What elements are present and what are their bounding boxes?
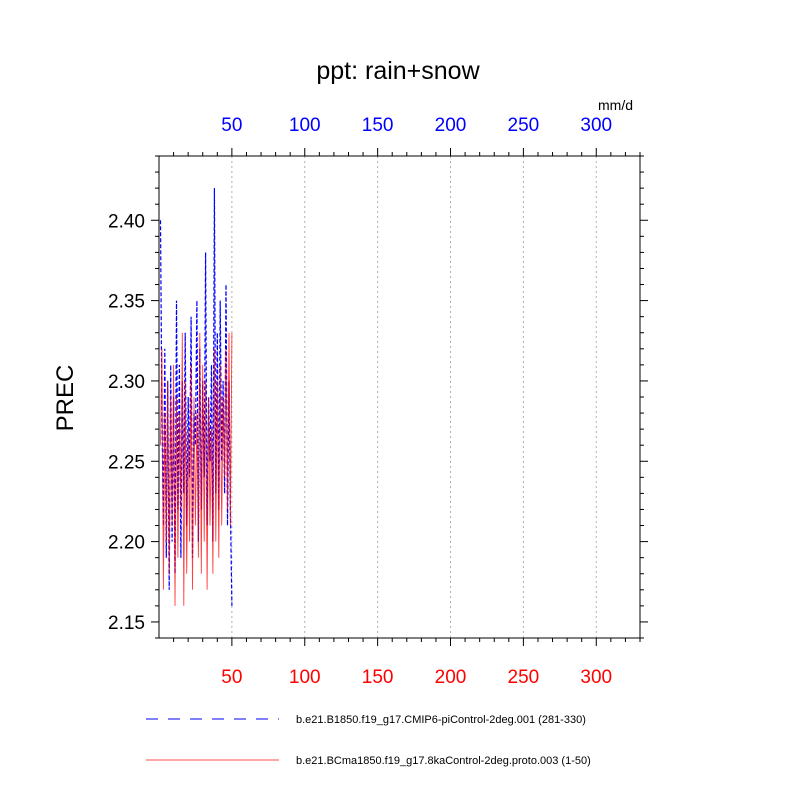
x-bottom-tick-label-150: 150: [362, 667, 394, 688]
x-bottom-tick-label-300: 300: [580, 667, 612, 688]
x-bottom-tick-label-200: 200: [435, 667, 467, 688]
y-tick-label-2.30: 2.30: [108, 372, 145, 393]
grid-lines: [231, 156, 597, 638]
x-top-tick-label-300: 300: [580, 115, 612, 136]
y-tick-label-2.25: 2.25: [108, 452, 145, 473]
x-top-tick-label-50: 50: [221, 115, 242, 136]
y-tick-label-2.35: 2.35: [108, 292, 145, 313]
y-tick-labels: 2.15 2.20 2.25 2.30 2.35 2.40: [108, 211, 145, 634]
series-line-1: [160, 332, 233, 606]
x-bottom-tick-label-250: 250: [508, 667, 540, 688]
chart-title: ppt: rain+snow: [316, 57, 480, 85]
x-bottom-tick-label-100: 100: [289, 667, 321, 688]
legend: b.e21.B1850.f19_g17.CMIP6-piControl-2deg…: [146, 714, 591, 767]
axis-ticks: [151, 148, 648, 646]
units-label: mm/d: [598, 97, 633, 113]
x-top-tick-labels: 50 100 150 200 250 300: [221, 115, 612, 136]
x-bottom-tick-labels: 50 100 150 200 250 300: [221, 667, 612, 688]
legend-label-8kaControl: b.e21.BCma1850.f19_g17.8kaControl-2deg.p…: [296, 755, 591, 767]
x-top-tick-label-100: 100: [289, 115, 321, 136]
x-top-tick-label-150: 150: [362, 115, 394, 136]
y-tick-label-2.20: 2.20: [108, 533, 145, 554]
legend-label-piControl: b.e21.B1850.f19_g17.CMIP6-piControl-2deg…: [296, 714, 586, 726]
x-top-tick-label-200: 200: [435, 115, 467, 136]
y-tick-label-2.40: 2.40: [108, 211, 145, 232]
x-top-tick-label-250: 250: [508, 115, 540, 136]
series-layer: [159, 188, 233, 606]
y-axis-label: PREC: [52, 365, 79, 432]
x-bottom-tick-label-50: 50: [221, 667, 242, 688]
series-line-0: [159, 188, 233, 606]
y-tick-label-2.15: 2.15: [108, 613, 145, 634]
